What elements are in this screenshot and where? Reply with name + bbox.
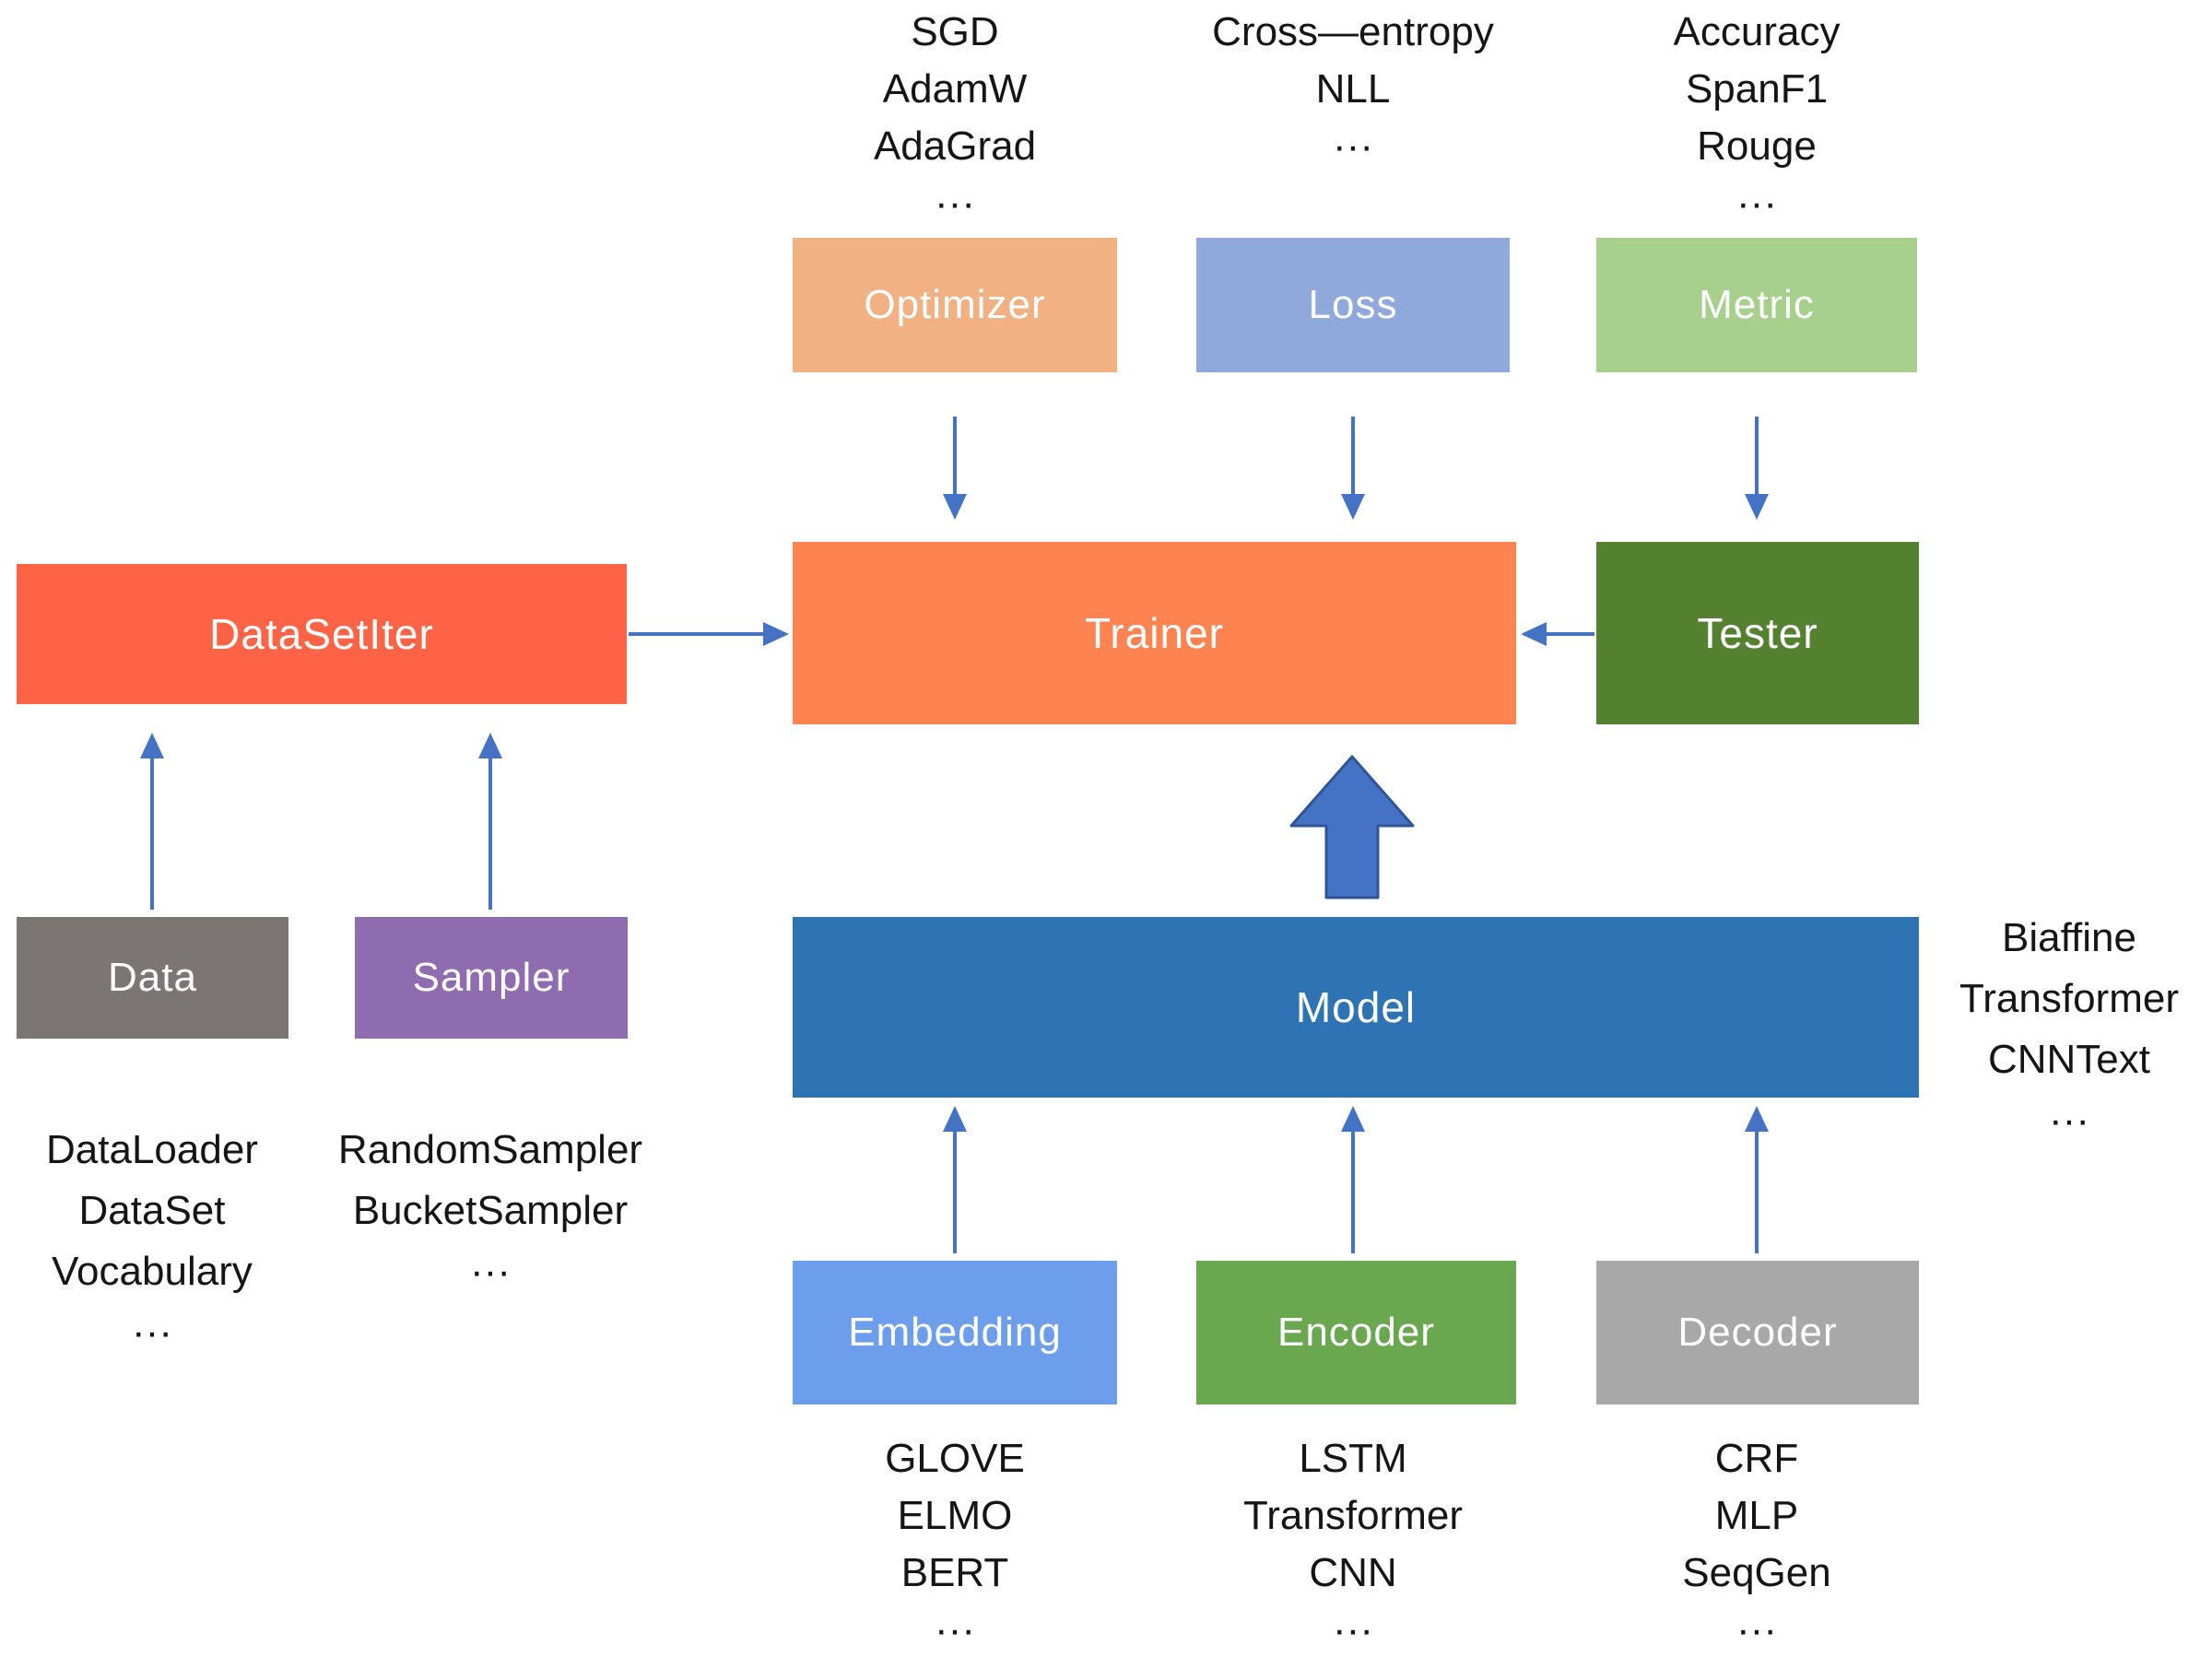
list-item: NLL xyxy=(1315,66,1391,112)
data-examples-list: DataLoader DataSet Vocabulary ··· xyxy=(0,1120,304,1363)
list-item: BERT xyxy=(900,1550,1009,1595)
arrow-loss-to-trainer xyxy=(1339,417,1367,520)
ellipsis: ··· xyxy=(1333,123,1373,169)
arrow-optimizer-to-trainer xyxy=(941,417,969,520)
arrow-datasetiter-to-trainer xyxy=(629,619,789,649)
embedding-box: Embedding xyxy=(793,1261,1117,1404)
arrow-line xyxy=(488,757,492,910)
optimizer-label: Optimizer xyxy=(864,282,1046,327)
arrow-head xyxy=(1341,494,1365,520)
datasetiter-label: DataSetIter xyxy=(209,610,434,658)
sampler-box: Sampler xyxy=(355,917,628,1039)
list-item: BucketSampler xyxy=(352,1188,629,1233)
ellipsis: ··· xyxy=(2049,1098,2089,1143)
list-item: ELMO xyxy=(897,1493,1013,1538)
decoder-box: Decoder xyxy=(1596,1261,1919,1404)
arrow-metric-to-tester xyxy=(1743,417,1771,520)
optimizer-box: Optimizer xyxy=(793,238,1117,372)
arrow-line xyxy=(953,417,957,498)
optimizer-examples-list: SGD AdamW AdaGrad ··· xyxy=(761,4,1148,232)
arrow-head xyxy=(943,1106,967,1132)
arrow-line xyxy=(1755,417,1759,498)
arrow-head xyxy=(478,733,502,758)
data-box: Data xyxy=(17,917,288,1039)
list-item: SGD xyxy=(911,9,999,54)
arrow-head xyxy=(140,733,164,758)
list-item: AdaGrad xyxy=(873,123,1037,169)
list-item: DataSet xyxy=(78,1188,226,1233)
list-item: DataLoader xyxy=(46,1127,258,1172)
metric-examples-list: Accuracy SpanF1 Rouge ··· xyxy=(1563,4,1950,232)
list-item: SeqGen xyxy=(1682,1550,1831,1595)
sampler-examples-list: RandomSampler BucketSampler ··· xyxy=(324,1120,656,1302)
arrow-line xyxy=(629,632,765,636)
tester-label: Tester xyxy=(1697,609,1818,657)
list-item: CNN xyxy=(1309,1550,1397,1595)
arrow-head xyxy=(1745,1106,1769,1132)
decoder-label: Decoder xyxy=(1677,1310,1838,1355)
list-item: Cross—entropy xyxy=(1212,9,1494,54)
list-item: Biaffine xyxy=(2002,915,2136,960)
ellipsis: ··· xyxy=(132,1310,172,1355)
list-item: GLOVE xyxy=(885,1436,1025,1481)
arrow-head xyxy=(763,622,789,646)
embedding-label: Embedding xyxy=(848,1310,1062,1355)
decoder-examples-list: CRF MLP SeqGen ··· xyxy=(1563,1430,1950,1657)
metric-box: Metric xyxy=(1596,238,1917,372)
model-examples-list: Biaffine Transformer CNNText ··· xyxy=(1926,908,2212,1151)
list-item: MLP xyxy=(1714,1493,1799,1538)
arrow-line xyxy=(1351,417,1355,498)
list-item: AdamW xyxy=(882,66,1028,112)
list-item: Rouge xyxy=(1697,123,1817,169)
arrow-sampler-to-datasetiter xyxy=(477,733,504,910)
model-to-trainer-block-arrow xyxy=(1289,755,1415,899)
ellipsis: ··· xyxy=(470,1249,511,1294)
arrow-line xyxy=(1351,1130,1355,1253)
encoder-label: Encoder xyxy=(1277,1310,1435,1355)
metric-label: Metric xyxy=(1699,282,1815,327)
loss-box: Loss xyxy=(1196,238,1510,372)
encoder-examples-list: LSTM Transformer CNN ··· xyxy=(1159,1430,1547,1657)
arrow-decoder-to-model xyxy=(1743,1106,1771,1253)
list-item: Vocabulary xyxy=(52,1249,253,1294)
loss-label: Loss xyxy=(1308,282,1398,327)
arrow-line xyxy=(953,1130,957,1253)
model-label: Model xyxy=(1295,983,1417,1031)
trainer-label: Trainer xyxy=(1085,609,1224,657)
data-label: Data xyxy=(108,955,197,1000)
tester-box: Tester xyxy=(1596,542,1919,724)
encoder-box: Encoder xyxy=(1196,1261,1516,1404)
arrow-embedding-to-model xyxy=(941,1106,969,1253)
list-item: RandomSampler xyxy=(337,1127,643,1172)
ellipsis: ··· xyxy=(1736,1607,1777,1652)
embedding-examples-list: GLOVE ELMO BERT ··· xyxy=(761,1430,1148,1657)
arrow-encoder-to-model xyxy=(1339,1106,1367,1253)
ellipsis: ··· xyxy=(1333,1607,1373,1652)
arrow-head xyxy=(1521,622,1547,646)
arrow-data-to-datasetiter xyxy=(138,733,166,910)
ellipsis: ··· xyxy=(1736,181,1777,226)
list-item: CNNText xyxy=(1987,1037,2151,1082)
loss-examples-list: Cross—entropy NLL ··· xyxy=(1159,4,1547,175)
arrow-line xyxy=(1755,1130,1759,1253)
trainer-box: Trainer xyxy=(793,542,1516,724)
list-item: CRF xyxy=(1714,1436,1799,1481)
model-box: Model xyxy=(793,917,1919,1098)
datasetiter-box: DataSetIter xyxy=(17,564,627,704)
list-item: LSTM xyxy=(1299,1436,1407,1481)
list-item: Transformer xyxy=(1243,1493,1463,1538)
list-item: Transformer xyxy=(1959,976,2179,1021)
arrow-head xyxy=(1341,1106,1365,1132)
arrow-head xyxy=(943,494,967,520)
arrow-head xyxy=(1745,494,1769,520)
list-item: Accuracy xyxy=(1673,9,1841,54)
sampler-label: Sampler xyxy=(412,955,571,1000)
arrow-line xyxy=(150,757,154,910)
arrow-line xyxy=(1545,632,1594,636)
list-item: SpanF1 xyxy=(1685,66,1829,112)
ellipsis: ··· xyxy=(935,1607,975,1652)
ellipsis: ··· xyxy=(935,181,975,226)
arrow-tester-to-trainer xyxy=(1521,619,1594,649)
